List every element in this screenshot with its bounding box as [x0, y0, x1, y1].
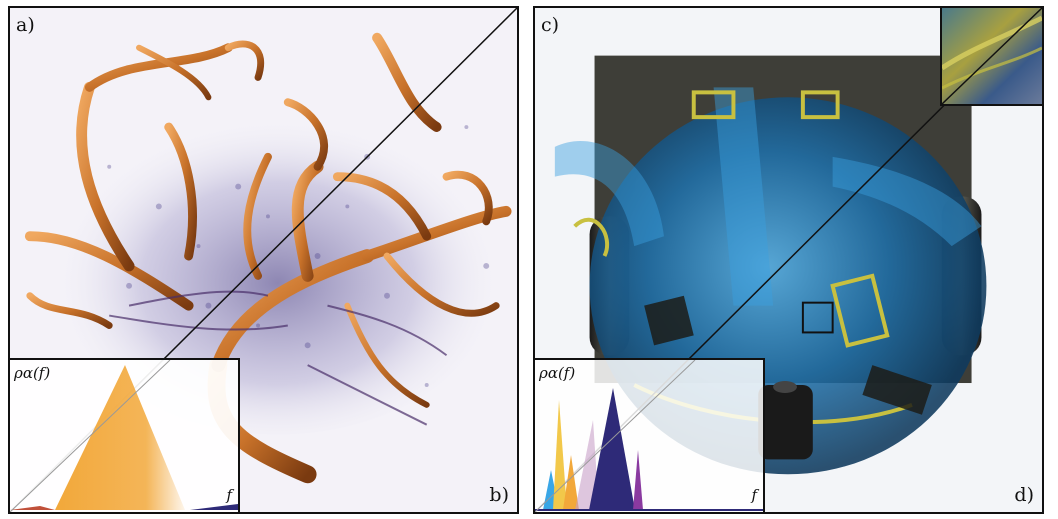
inset-xlabel-left: f [226, 486, 232, 504]
transfer-function-inset-left: ρα(f) f [10, 358, 240, 512]
inset-xlabel-right: f [751, 486, 757, 504]
zoom-detail-inset [940, 8, 1042, 106]
purple-fibers [109, 290, 448, 426]
panel-label-d: d) [1014, 484, 1034, 506]
red-tail [10, 506, 55, 510]
orange-peak [55, 365, 185, 510]
cylinder-object [758, 385, 813, 460]
lilac-peak [575, 420, 599, 510]
orange-peak [563, 455, 579, 510]
panel-label-c: c) [541, 14, 560, 36]
zoom-region-box [801, 301, 834, 334]
inset-diagonal [535, 360, 696, 512]
navy-peak [589, 388, 635, 510]
inset-ylabel-left: ρα(f) [14, 364, 51, 382]
panel-label-b: b) [489, 484, 509, 506]
panel-label-a: a) [16, 14, 35, 36]
purple-spike [633, 450, 643, 510]
yellow-peak [553, 400, 567, 510]
cylinder-cap [773, 381, 797, 393]
navy-tail [190, 504, 238, 510]
dark-straps [644, 295, 932, 415]
transfer-function-plot-right [535, 360, 763, 512]
transfer-function-inset-right: ρα(f) f [535, 358, 765, 512]
vessel-render-panel: a) b) ρα(f) f [8, 6, 519, 514]
inset-ylabel-right: ρα(f) [539, 364, 576, 382]
zoom-detail-image [942, 8, 1042, 104]
vessel-render-image [10, 8, 517, 512]
inset-diagonal [10, 360, 171, 512]
backpack-render-panel: c) d) [533, 6, 1044, 514]
transfer-function-plot-left [10, 360, 238, 512]
noise-cloud [49, 97, 507, 435]
